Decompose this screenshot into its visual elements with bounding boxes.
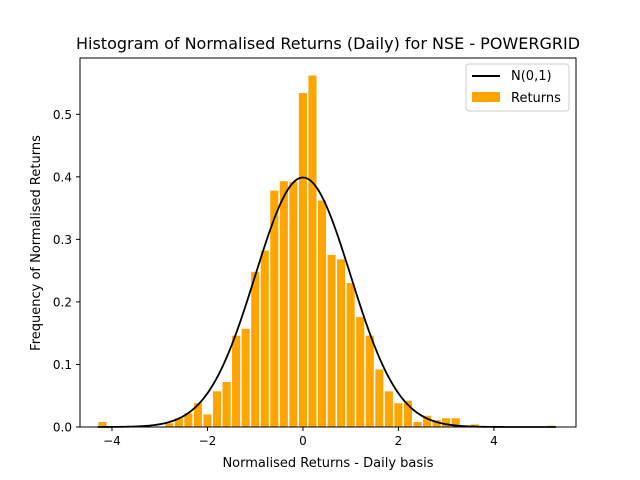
histogram-bar [184, 413, 193, 427]
histogram-bar [251, 271, 260, 427]
x-tick-label: 0 [299, 434, 307, 448]
histogram-bar [98, 422, 107, 427]
histogram-bar [165, 423, 174, 427]
y-tick-label: 0.3 [53, 233, 72, 247]
histogram-bar [298, 93, 307, 428]
histogram-bar [413, 422, 422, 427]
x-axis-label: Normalised Returns - Daily basis [222, 456, 433, 471]
legend-returns-label: Returns [511, 91, 561, 106]
histogram-bar [174, 418, 183, 427]
histogram-bar [346, 283, 355, 427]
y-tick-label: 0.4 [53, 170, 72, 184]
histogram-bar [279, 181, 288, 427]
histogram-bar [232, 335, 241, 427]
histogram-bar [337, 259, 346, 427]
histogram-bar [318, 200, 327, 427]
histogram-bar [260, 250, 269, 427]
histogram-bar [423, 415, 432, 427]
legend: N(0,1) Returns [465, 63, 570, 112]
legend-returns-swatch [472, 92, 500, 102]
histogram-bar [451, 418, 460, 427]
histogram-bar [222, 381, 231, 427]
x-tick-label: 4 [490, 434, 498, 448]
histogram-bar [270, 190, 279, 427]
histogram-bar [203, 414, 212, 427]
histogram-bar [432, 420, 441, 427]
y-tick-label: 0.2 [53, 295, 72, 309]
plot-area-frame [79, 57, 577, 428]
legend-normal-label: N(0,1) [511, 69, 552, 84]
histogram-bar [289, 181, 298, 427]
histogram-bars [98, 75, 556, 428]
histogram-bar [442, 418, 451, 427]
histogram-bar [394, 403, 403, 427]
histogram-bar [384, 391, 393, 427]
chart-title: Histogram of Normalised Returns (Daily) … [76, 34, 580, 53]
histogram-bar [212, 391, 222, 427]
y-tick-label: 0.1 [53, 358, 72, 372]
histogram-bar [403, 400, 412, 427]
histogram-bar [327, 255, 336, 427]
histogram-bar [241, 328, 250, 427]
x-axis-ticks: −4 −2 0 2 4 [103, 427, 498, 448]
x-tick-label: −2 [199, 434, 217, 448]
y-axis-label: Frequency of Normalised Returns [29, 135, 44, 351]
x-tick-label: 2 [395, 434, 403, 448]
histogram-bar [375, 369, 384, 427]
x-tick-label: −4 [103, 434, 121, 448]
histogram-bar [308, 75, 317, 427]
y-tick-label: 0.0 [53, 421, 72, 435]
y-tick-label: 0.5 [53, 108, 72, 122]
histogram-bar [365, 335, 374, 427]
y-axis-ticks: 0.0 0.1 0.2 0.3 0.4 0.5 [53, 108, 80, 435]
histogram-bar [356, 316, 365, 427]
histogram-bar [193, 403, 202, 427]
